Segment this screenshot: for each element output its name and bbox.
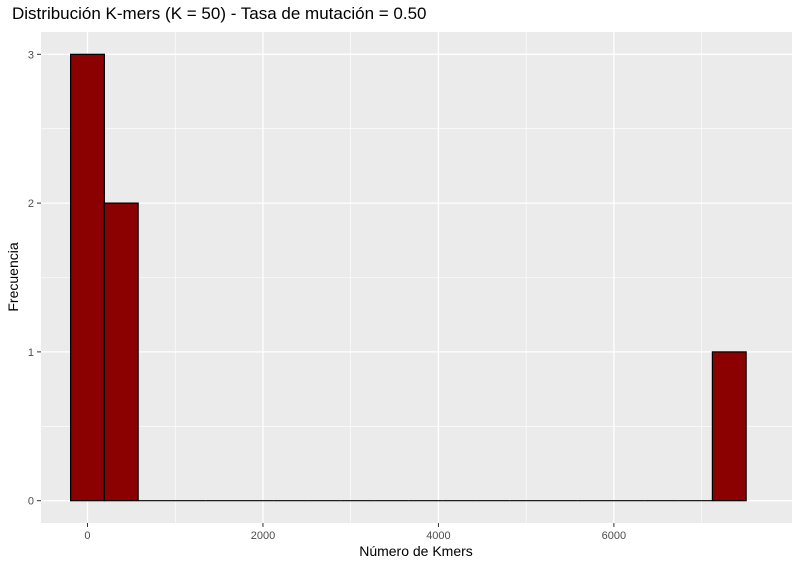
- histogram-bars: [70, 53, 747, 502]
- minor-gridlines: [41, 32, 792, 523]
- chart-title: Distribución K-mers (K = 50) - Tasa de m…: [12, 4, 426, 23]
- x-tick-label: 0: [84, 530, 90, 542]
- histogram-bar: [70, 53, 105, 502]
- y-axis-title: Frecuencia: [5, 242, 21, 311]
- x-tick-label: 2000: [251, 530, 275, 542]
- y-tick-label: 2: [28, 198, 34, 210]
- y-tick-label: 0: [28, 496, 34, 508]
- y-tick-label: 1: [28, 347, 34, 359]
- y-axis-ticks: 0 1 2 3: [28, 49, 41, 508]
- x-axis-ticks: 0 2000 4000 6000: [84, 523, 626, 542]
- x-axis-title: Número de Kmers: [359, 543, 473, 559]
- y-tick-label: 3: [28, 49, 34, 61]
- x-tick-label: 4000: [426, 530, 450, 542]
- histogram-bar: [711, 351, 747, 502]
- x-tick-label: 6000: [602, 530, 626, 542]
- histogram-bar: [103, 202, 139, 502]
